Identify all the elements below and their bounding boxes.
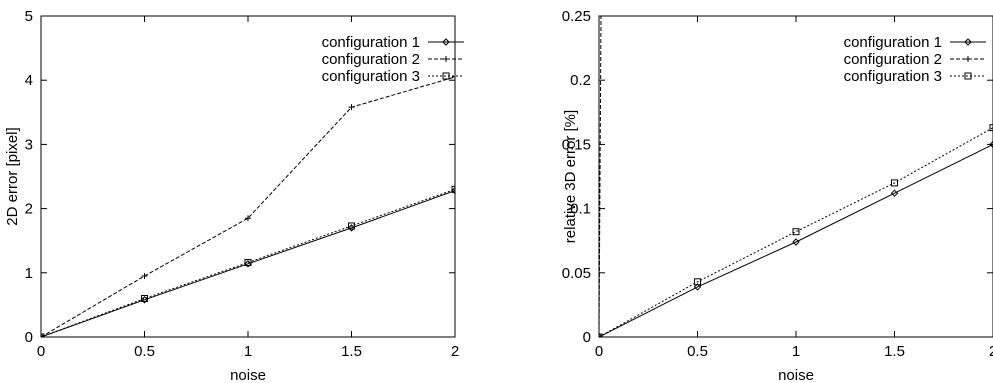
- x-tick-label: 2: [451, 343, 459, 360]
- series-line-3: [599, 127, 993, 337]
- y-tick-label: 0.15: [562, 136, 591, 153]
- data-point-3: [244, 259, 252, 267]
- y-tick-label: 0.25: [562, 8, 591, 25]
- x-axis-label: noise: [778, 367, 814, 383]
- x-tick-label: 1: [244, 343, 252, 360]
- y-tick-label: 0: [25, 329, 33, 346]
- data-point-2: [141, 273, 148, 280]
- y-tick-label: 0.05: [562, 265, 591, 282]
- series-line-1: [41, 190, 455, 337]
- series-group: [599, 16, 993, 337]
- data-point-2: [245, 215, 251, 222]
- legend-label-3: configuration 3: [844, 68, 942, 85]
- series-line-3: [41, 188, 455, 337]
- y-axis-label: relative 3D error [%]: [562, 110, 579, 243]
- series-line-2: [41, 76, 455, 337]
- data-point-1: [347, 224, 356, 232]
- legend-marker-1: [442, 38, 450, 46]
- legend-label-1: configuration 1: [322, 34, 420, 51]
- legend-label-2: configuration 2: [844, 51, 942, 68]
- data-point-3: [989, 124, 993, 132]
- x-tick-label: 0.5: [134, 343, 155, 360]
- y-tick-label: 0.2: [570, 72, 591, 89]
- legend-marker-3: [964, 72, 972, 80]
- data-point-2: [348, 104, 355, 111]
- legend-marker-2: [965, 56, 971, 62]
- legend-label-1: configuration 1: [844, 34, 942, 51]
- legend-label-2: configuration 2: [322, 51, 420, 68]
- data-point-3: [348, 222, 355, 230]
- y-tick-label: 5: [25, 8, 33, 25]
- data-point-1: [890, 189, 899, 197]
- x-tick-label: 1.5: [884, 343, 905, 360]
- y-tick-label: 0: [583, 329, 591, 346]
- chart-1: 0 0.5 1 1.5 2 0 1 2 3 4 5 noise 2D error [pixel] conf…: [4, 8, 464, 383]
- data-point-1: [599, 333, 603, 337]
- data-point-1: [244, 260, 252, 268]
- x-tick-label: 2: [989, 343, 993, 360]
- x-tick-label: 1: [792, 343, 800, 360]
- legend-label-3: configuration 3: [322, 68, 420, 85]
- legend-marker-2: [443, 56, 449, 62]
- y-tick-label: 2: [25, 201, 33, 218]
- y-tick-label: 1: [25, 265, 33, 282]
- x-axis-label: noise: [230, 367, 266, 383]
- y-tick-label: 4: [25, 72, 33, 89]
- data-point-3: [451, 185, 455, 193]
- data-point-2: [452, 73, 455, 80]
- data-point-1: [693, 283, 702, 291]
- data-point-3: [792, 228, 800, 236]
- legend-marker-3: [442, 72, 450, 80]
- series-line-1: [599, 143, 993, 337]
- series-group: [41, 73, 455, 337]
- x-tick-label: 0: [595, 343, 603, 360]
- data-point-2: [599, 16, 604, 19]
- y-tick-label: 0.1: [570, 201, 591, 218]
- data-point-3: [141, 294, 148, 302]
- x-tick-label: 0: [37, 343, 45, 360]
- legend-marker-1: [964, 38, 972, 46]
- x-tick-label: 0.5: [687, 343, 708, 360]
- data-point-3: [694, 278, 701, 286]
- data-point-3: [891, 179, 898, 187]
- y-tick-label: 3: [25, 136, 33, 153]
- y-axis-label: 2D error [pixel]: [4, 127, 21, 225]
- data-point-1: [792, 238, 800, 246]
- chart-2: 0 0.5 1 1.5 2 0 0.05 0.1 0.15 0.2 0.25 noise relativ…: [562, 8, 993, 383]
- data-point-1: [989, 140, 993, 149]
- x-tick-label: 1.5: [341, 343, 362, 360]
- series-line-2: [599, 16, 602, 337]
